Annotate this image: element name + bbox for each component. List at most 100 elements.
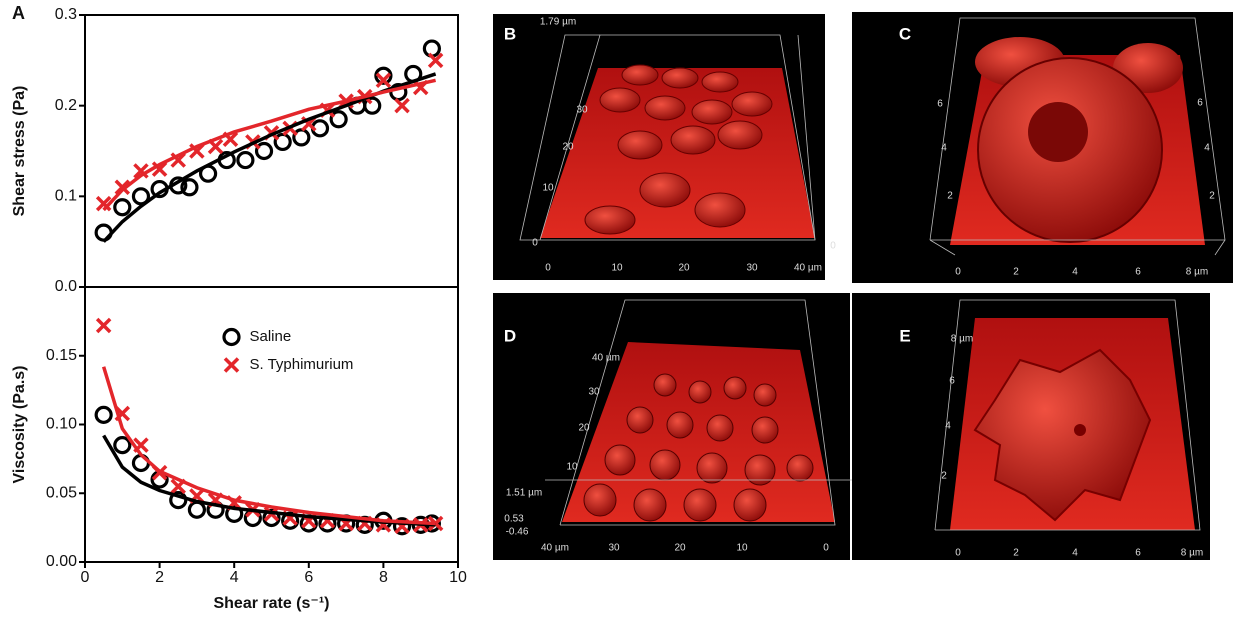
panel-label: D [504, 326, 516, 345]
image-axis-label: 6 [1135, 267, 1141, 278]
data-point [113, 436, 132, 455]
image-axis-label: 6 [949, 376, 955, 387]
data-point [225, 504, 244, 523]
image-axis-label: 2 [947, 191, 953, 202]
data-point [427, 52, 444, 69]
y-tick-label: 0.3 [55, 6, 77, 23]
image-axis-label: 0.53 [504, 514, 524, 525]
image-axis-label: 30 [588, 387, 600, 398]
image-axis-label: 8 µm [951, 334, 973, 345]
image-axis-label: 4 [945, 421, 951, 432]
fit-line [102, 78, 437, 212]
data-point [95, 195, 112, 212]
data-point [374, 66, 393, 85]
image-axis-label: 40 µm [794, 263, 822, 274]
image-axis-label: 8 µm [1186, 267, 1208, 278]
marker-stroke [375, 72, 392, 89]
panel-label: A [12, 3, 25, 23]
image-axis-label: -0.46 [506, 527, 529, 538]
image-axis-label: 10 [542, 183, 554, 194]
x-tick-label: 10 [449, 569, 467, 586]
x-tick-label: 0 [81, 569, 90, 586]
image-axis-label: 2 [1209, 191, 1215, 202]
panel-label: C [899, 24, 911, 43]
image-axis-label: 0 [532, 238, 538, 249]
marker-stroke [151, 161, 168, 177]
image-axis-label: 4 [941, 143, 947, 154]
image-axis-label: 40 µm [541, 543, 569, 554]
image-axis-label: 4 [1204, 143, 1210, 154]
image-axis-label: 6 [1135, 548, 1141, 559]
image-axis-label: 2 [941, 471, 947, 482]
y-tick-label: 0.05 [46, 484, 77, 501]
image-axis-label: 0 [830, 241, 836, 252]
image-axis-label: 1.79 µm [540, 17, 576, 28]
x-tick-label: 8 [379, 569, 388, 586]
data-point [180, 178, 199, 197]
legend-marker [222, 327, 241, 347]
data-point [133, 163, 149, 179]
y-axis-label: Shear stress (Pa) [11, 86, 28, 217]
image-axis-label: 4 [1072, 267, 1078, 278]
image-axis-label: 10 [611, 263, 623, 274]
marker-stroke [207, 138, 224, 155]
fit-line [102, 434, 436, 527]
y-axis-label: Viscosity (Pa.s) [11, 366, 28, 484]
image-axis-label: 8 µm [1181, 548, 1203, 559]
marker-stroke [223, 357, 240, 373]
image-axis-label: 0 [823, 543, 829, 554]
x-tick-label: 4 [230, 569, 239, 586]
marker-stroke [394, 97, 410, 114]
image-axis-label: 10 [566, 462, 578, 473]
x-tick-label: 2 [155, 569, 164, 586]
marker-stroke [170, 152, 186, 168]
data-point [114, 179, 131, 196]
data-point [262, 508, 281, 528]
image-panel-c [852, 12, 1233, 283]
marker-stroke [222, 131, 239, 147]
image-axis-label: 20 [678, 263, 690, 274]
chart: 0.0 0.1 0.2 0.3 A Shear stress (Pa) [11, 3, 459, 295]
data-point [375, 72, 392, 89]
data-point [329, 110, 348, 129]
panel-label: E [899, 326, 910, 345]
image-axis-label: 0 [955, 267, 961, 278]
marker-stroke [427, 52, 444, 69]
marker-stroke [114, 179, 131, 196]
image-panel-e [852, 293, 1210, 560]
y-tick-label: 0.15 [46, 347, 77, 364]
legend-label: S. Typhimurium [250, 356, 354, 373]
image-axis-label: 0 [955, 548, 961, 559]
data-point [273, 132, 292, 152]
data-point [392, 517, 412, 536]
image-axis-label: 20 [578, 423, 590, 434]
data-point [131, 187, 151, 206]
fit-line [102, 72, 437, 243]
image-axis-label: 40 µm [592, 353, 620, 364]
data-point [292, 128, 311, 147]
image-axis-label: 10 [736, 543, 748, 554]
y-tick-label: 0.0 [55, 278, 77, 295]
data-point [94, 405, 113, 424]
x-axis-label: Shear rate (s⁻¹) [213, 595, 329, 612]
image-axis-label: 20 [674, 543, 686, 554]
image-axis-label: 4 [1072, 548, 1078, 559]
image-axis-label: 1.51 µm [506, 488, 542, 499]
legend-marker [223, 357, 240, 373]
data-point [95, 317, 112, 334]
x-tick-label: 6 [304, 569, 313, 586]
marker-stroke [133, 163, 149, 179]
chart: 0.00 0.05 0.10 0.15 0 2 4 6 8 10 Viscosity (Pa.s) S… [11, 286, 467, 612]
marker-stroke [189, 143, 205, 159]
data-point [254, 141, 274, 161]
panel-label: B [504, 24, 516, 43]
image-panel-b [493, 14, 825, 280]
marker-stroke [95, 317, 112, 334]
y-tick-label: 0.00 [46, 553, 77, 570]
image-axis-label: 30 [576, 105, 588, 116]
fit-line [101, 366, 436, 526]
y-tick-label: 0.10 [46, 416, 77, 433]
data-point [151, 161, 168, 177]
y-tick-label: 0.2 [55, 97, 77, 114]
